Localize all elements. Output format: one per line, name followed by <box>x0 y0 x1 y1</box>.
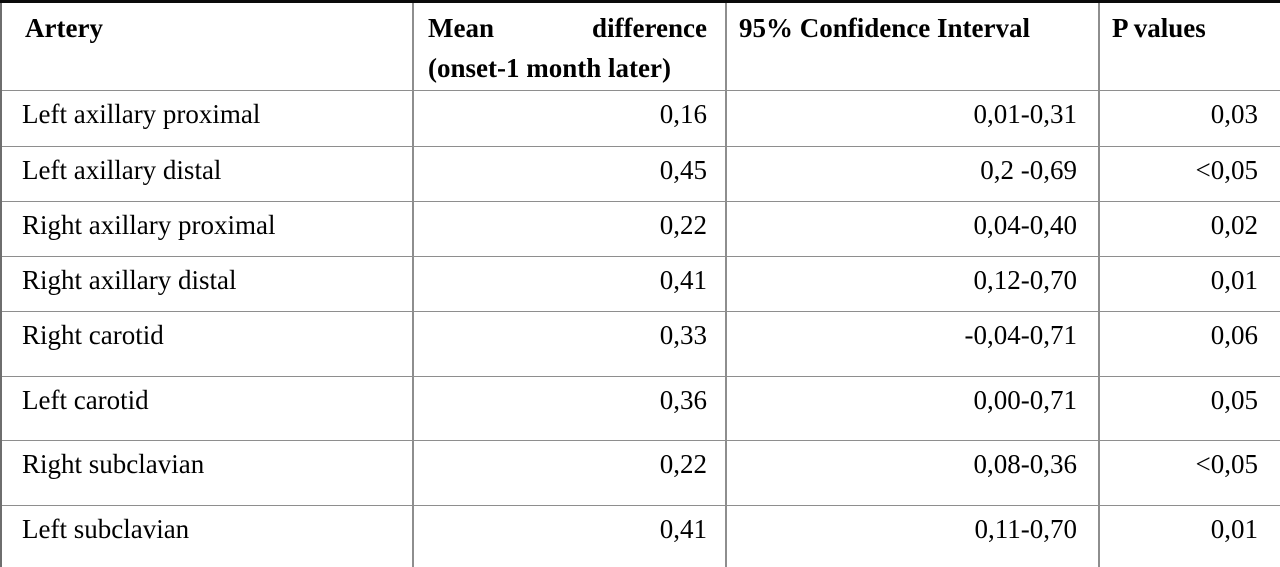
mean-difference-header-line1: Mean difference <box>428 8 707 48</box>
artery-name-cell: Left subclavian <box>1 505 414 567</box>
p-value-cell: 0,02 <box>1099 201 1280 257</box>
mean-difference-cell: 0,41 <box>413 505 727 567</box>
p-value-cell: 0,01 <box>1099 256 1280 312</box>
artery-name-cell: Left carotid <box>1 376 414 441</box>
confidence-interval-cell: 0,01-0,31 <box>726 90 1100 147</box>
table-row: Left carotid 0,36 0,00-0,71 0,05 <box>1 376 1280 441</box>
table-row: Right subclavian 0,22 0,08-0,36 <0,05 <box>1 440 1280 506</box>
confidence-interval-cell: -0,04-0,71 <box>726 311 1100 377</box>
artery-name-cell: Left axillary proximal <box>1 90 414 147</box>
table-row: Right carotid 0,33 -0,04-0,71 0,06 <box>1 311 1280 377</box>
confidence-interval-cell: 0,04-0,40 <box>726 201 1100 257</box>
column-header-p-values: P values <box>1099 1 1280 91</box>
artery-name-cell: Left axillary distal <box>1 146 414 202</box>
mean-difference-cell: 0,22 <box>413 440 727 506</box>
mean-difference-word2: difference <box>592 13 707 43</box>
mean-difference-cell: 0,22 <box>413 201 727 257</box>
mean-difference-cell: 0,16 <box>413 90 727 147</box>
table-row: Right axillary proximal 0,22 0,04-0,40 0… <box>1 201 1280 257</box>
mean-difference-cell: 0,45 <box>413 146 727 202</box>
mean-difference-cell: 0,33 <box>413 311 727 377</box>
mean-difference-cell: 0,41 <box>413 256 727 312</box>
confidence-interval-cell: 0,00-0,71 <box>726 376 1100 441</box>
table-row: Left axillary proximal 0,16 0,01-0,31 0,… <box>1 90 1280 147</box>
p-value-cell: 0,01 <box>1210 514 1258 544</box>
confidence-interval-cell: 0,2 -0,69 <box>726 146 1100 202</box>
table-row: Left axillary distal 0,45 0,2 -0,69 <0,0… <box>1 146 1280 202</box>
artery-name-cell: Right axillary distal <box>1 256 414 312</box>
mean-difference-cell: 0,36 <box>413 376 727 441</box>
p-value-cell: 0,06 <box>1099 311 1280 377</box>
confidence-interval-cell: 0,11-0,70 <box>726 505 1100 567</box>
p-value-cell: <0,05 <box>1099 146 1280 202</box>
artery-name-cell: Right carotid <box>1 311 414 377</box>
table-row: Left subclavian 0,41 0,11-0,70 0,01 <box>1 505 1280 567</box>
mean-difference-word1: Mean <box>428 13 494 43</box>
confidence-interval-cell: 0,08-0,36 <box>726 440 1100 506</box>
mean-difference-header-line2: (onset-1 month later) <box>428 53 671 83</box>
p-value-cell: 0,03 <box>1099 90 1280 147</box>
artery-name-cell: Right subclavian <box>1 440 414 506</box>
header-row: Artery Mean difference (onset-1 month la… <box>1 1 1280 91</box>
column-header-artery: Artery <box>1 1 414 91</box>
p-value-cell: <0,05 <box>1099 440 1280 506</box>
confidence-interval-cell: 0,12-0,70 <box>726 256 1100 312</box>
table-row: Right axillary distal 0,41 0,12-0,70 0,0… <box>1 256 1280 312</box>
column-header-confidence-interval: 95% Confidence Interval <box>726 1 1100 91</box>
p-value-cell: 0,05 <box>1099 376 1280 441</box>
column-header-mean-difference: Mean difference (onset-1 month later) <box>413 1 727 91</box>
artery-name-cell: Right axillary proximal <box>1 201 414 257</box>
